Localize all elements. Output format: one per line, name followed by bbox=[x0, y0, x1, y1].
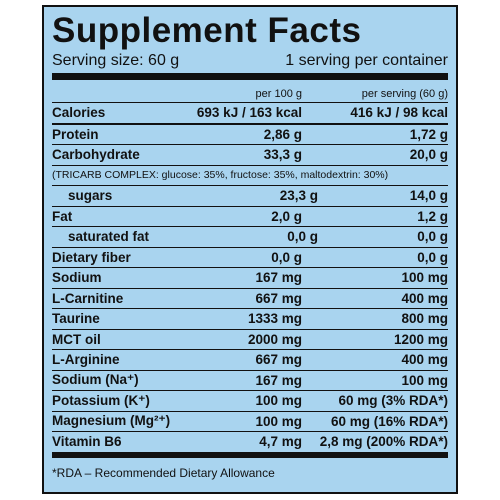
table-row: Carbohydrate 33,3 g 20,0 g bbox=[52, 145, 448, 166]
per-serving: 2,8 mg (200% RDA*) bbox=[319, 434, 448, 450]
table-row: L-Arginine 667 mg 400 mg bbox=[52, 350, 448, 371]
row-label: MCT oil bbox=[52, 331, 101, 347]
serving-info: Serving size: 60 g 1 serving per contain… bbox=[52, 51, 448, 80]
row-label: Protein bbox=[52, 126, 99, 142]
per-serving: 100 mg bbox=[401, 270, 448, 286]
table-row: Magnesium (Mg²⁺) 100 mg 60 mg (16% RDA*) bbox=[52, 412, 448, 432]
per-100g: 167 mg bbox=[255, 270, 302, 286]
per-100g: 100 mg bbox=[255, 413, 302, 429]
per-100g: 2000 mg bbox=[247, 331, 302, 347]
serving-size: Serving size: 60 g bbox=[52, 52, 180, 69]
row-label: Dietary fiber bbox=[52, 249, 131, 265]
row-label: Potassium (K⁺) bbox=[52, 392, 150, 408]
table-row: saturated fat 0,0 g 0,0 g bbox=[52, 227, 448, 248]
row-label: Vitamin B6 bbox=[52, 434, 122, 450]
row-label: saturated fat bbox=[68, 229, 150, 245]
table-row: (TRICARB COMPLEX: glucose: 35%, fructose… bbox=[52, 166, 448, 186]
per-serving: 0,0 g bbox=[417, 229, 448, 245]
per-serving: 20,0 g bbox=[409, 147, 448, 163]
per-100g: 23,3 g bbox=[279, 188, 318, 204]
per-100g: 167 mg bbox=[255, 372, 302, 388]
per-serving: 60 mg (16% RDA*) bbox=[330, 413, 448, 429]
footnote: *RDA – Recommended Dietary Allowance bbox=[52, 465, 275, 480]
supplement-facts-panel: Supplement Facts Serving size: 60 g 1 se… bbox=[42, 5, 458, 494]
per-100g: 693 kJ / 163 kcal bbox=[196, 105, 302, 121]
per-serving: 1200 mg bbox=[393, 331, 448, 347]
table-row: MCT oil 2000 mg 1200 mg bbox=[52, 330, 448, 350]
table-row: Fat 2,0 g 1,2 g bbox=[52, 207, 448, 227]
per-100g: 667 mg bbox=[255, 290, 302, 306]
row-label: Taurine bbox=[52, 311, 100, 327]
table-row: L-Carnitine 667 mg 400 mg bbox=[52, 289, 448, 309]
per-100g: 667 mg bbox=[255, 352, 302, 368]
row-label: L-Carnitine bbox=[52, 290, 124, 306]
row-label: Carbohydrate bbox=[52, 147, 140, 163]
table-row: Vitamin B6 4,7 mg 2,8 mg (200% RDA*) bbox=[52, 432, 448, 458]
table-row: Dietary fiber 0,0 g 0,0 g bbox=[52, 248, 448, 268]
per-100g: 4,7 mg bbox=[259, 434, 302, 450]
table-row: Sodium 167 mg 100 mg bbox=[52, 268, 448, 289]
per-serving: 1,2 g bbox=[417, 208, 448, 224]
table-row: Protein 2,86 g 1,72 g bbox=[52, 125, 448, 145]
per-100g: 33,3 g bbox=[263, 147, 302, 163]
per-serving: 400 mg bbox=[401, 352, 448, 368]
per-serving: 800 mg bbox=[401, 311, 448, 327]
row-label: Sodium (Na⁺) bbox=[52, 372, 139, 388]
per-serving: 1,72 g bbox=[409, 126, 448, 142]
servings: 1 serving per container bbox=[285, 52, 448, 69]
table-row: sugars 23,3 g 14,0 g bbox=[52, 186, 448, 207]
table-row: Sodium (Na⁺) 167 mg 100 mg bbox=[52, 371, 448, 391]
per-serving: 14,0 g bbox=[409, 188, 448, 204]
column-headers: per 100 g per serving (60 g) bbox=[52, 80, 448, 103]
table-row: Taurine 1333 mg 800 mg bbox=[52, 309, 448, 330]
per-serving: 416 kJ / 98 kcal bbox=[350, 105, 448, 121]
table-row: Calories 693 kJ / 163 kcal 416 kJ / 98 kca… bbox=[52, 103, 448, 125]
row-label: Magnesium (Mg²⁺) bbox=[52, 413, 171, 429]
per-100g: 0,0 g bbox=[287, 229, 318, 245]
per-100g: 100 mg bbox=[255, 393, 302, 409]
per-100g: 0,0 g bbox=[271, 249, 302, 265]
row-note: (TRICARB COMPLEX: glucose: 35%, fructose… bbox=[52, 169, 389, 182]
column-header: per serving (60 g) bbox=[361, 88, 448, 100]
row-label: Calories bbox=[52, 105, 106, 121]
table-row: Potassium (K⁺) 100 mg 60 mg (3% RDA*) bbox=[52, 391, 448, 412]
per-100g: 2,0 g bbox=[271, 208, 302, 224]
title: Supplement Facts bbox=[52, 11, 362, 50]
per-serving: 400 mg bbox=[401, 290, 448, 306]
rows: Calories 693 kJ / 163 kcal 416 kJ / 98 kca… bbox=[52, 103, 448, 458]
per-serving: 0,0 g bbox=[417, 249, 448, 265]
per-serving: 100 mg bbox=[401, 372, 448, 388]
row-label: sugars bbox=[68, 188, 113, 204]
row-label: Fat bbox=[52, 208, 73, 224]
row-label: L-Arginine bbox=[52, 352, 120, 368]
per-100g: 2,86 g bbox=[263, 126, 302, 142]
per-serving: 60 mg (3% RDA*) bbox=[338, 393, 448, 409]
row-label: Sodium bbox=[52, 270, 102, 286]
column-header: per 100 g bbox=[255, 88, 302, 100]
per-100g: 1333 mg bbox=[247, 311, 302, 327]
